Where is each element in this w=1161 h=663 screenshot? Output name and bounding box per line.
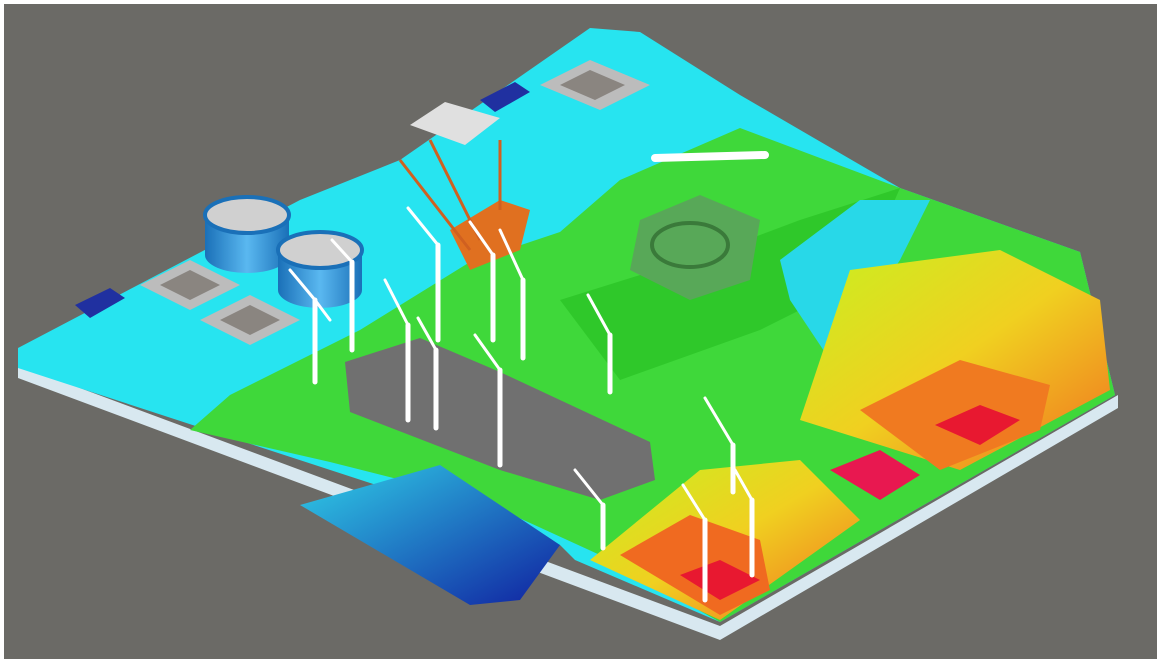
turbine xyxy=(733,468,755,578)
pad-center xyxy=(160,270,220,300)
tank-top xyxy=(203,195,291,235)
crane-deck xyxy=(410,102,500,145)
turbine-part xyxy=(733,468,754,502)
turbine-part xyxy=(468,220,495,257)
turbine xyxy=(288,268,332,385)
turbine xyxy=(573,468,606,551)
wind-turbines xyxy=(288,206,755,603)
pad-center xyxy=(560,70,625,100)
turbine-part xyxy=(330,238,354,264)
blade-transport xyxy=(651,151,769,162)
turbine xyxy=(703,396,736,495)
pads xyxy=(75,60,650,345)
turbine-part xyxy=(586,293,612,337)
turbine xyxy=(468,220,496,343)
turbine-part xyxy=(288,268,317,302)
container xyxy=(480,82,530,112)
turbine xyxy=(416,316,439,431)
turbine xyxy=(498,228,526,361)
turbine-part xyxy=(473,333,502,372)
turbine-part xyxy=(498,228,525,282)
crane-boom xyxy=(398,159,472,251)
container xyxy=(75,288,125,318)
turbine xyxy=(473,333,503,468)
orange-zone xyxy=(860,360,1050,470)
turbine-part xyxy=(681,483,707,522)
pad-center xyxy=(220,305,280,335)
turbine xyxy=(681,483,708,603)
tank-top xyxy=(276,230,364,270)
turbine-part xyxy=(416,316,438,352)
turbine xyxy=(406,206,441,343)
turbine xyxy=(330,238,355,353)
red-pit xyxy=(935,405,1020,445)
turbine xyxy=(383,278,411,423)
turbine-part xyxy=(573,468,605,507)
deep-basin xyxy=(300,465,560,605)
red-pit xyxy=(680,560,760,600)
turbine xyxy=(586,293,613,395)
tanks xyxy=(203,195,364,308)
circular-ring xyxy=(650,221,730,269)
circular-pad xyxy=(630,195,760,300)
red-pit xyxy=(830,450,920,500)
turbine-part xyxy=(383,278,410,327)
turbine-part xyxy=(703,396,735,447)
turbine-part xyxy=(406,206,440,247)
turbine-part xyxy=(313,298,332,322)
